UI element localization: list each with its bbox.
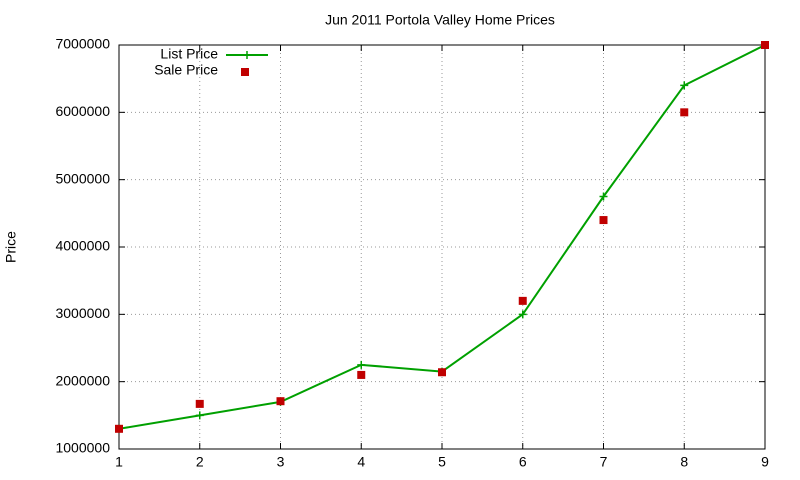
point-marker bbox=[195, 411, 204, 420]
y-tick-label: 5000000 bbox=[55, 170, 110, 186]
y-tick-label: 7000000 bbox=[55, 36, 110, 52]
y-tick-label: 2000000 bbox=[55, 372, 110, 388]
y-axis-label: Price bbox=[3, 231, 19, 263]
y-tick-label: 6000000 bbox=[55, 103, 110, 119]
point-marker bbox=[518, 296, 527, 305]
point-marker bbox=[599, 192, 608, 201]
y-tick-label: 1000000 bbox=[55, 440, 110, 456]
chart-title: Jun 2011 Portola Valley Home Prices bbox=[325, 12, 555, 28]
point-marker bbox=[357, 360, 366, 369]
x-tick-label: 7 bbox=[600, 454, 608, 470]
x-tick-label: 5 bbox=[438, 454, 446, 470]
point-marker bbox=[195, 399, 204, 408]
point-marker bbox=[680, 81, 689, 90]
legend-label: Sale Price bbox=[154, 62, 218, 78]
point-marker bbox=[438, 368, 446, 377]
point-marker bbox=[357, 370, 366, 379]
x-tick-label: 2 bbox=[196, 454, 204, 470]
point-marker bbox=[518, 310, 527, 319]
point-marker bbox=[680, 108, 689, 117]
x-tick-label: 1 bbox=[115, 454, 123, 470]
x-tick-label: 8 bbox=[680, 454, 688, 470]
x-tick-label: 3 bbox=[277, 454, 285, 470]
point-marker bbox=[761, 41, 769, 49]
x-tick-label: 6 bbox=[519, 454, 527, 470]
y-tick-label: 3000000 bbox=[55, 305, 110, 321]
x-tick-label: 9 bbox=[761, 454, 769, 470]
legend-label: List Price bbox=[160, 46, 218, 62]
plot-frame bbox=[118, 44, 766, 450]
point-marker bbox=[599, 216, 608, 225]
legend-marker bbox=[243, 51, 251, 59]
legend-marker bbox=[241, 68, 249, 76]
x-tick-label: 4 bbox=[357, 454, 365, 470]
y-tick-label: 4000000 bbox=[55, 238, 110, 254]
point-marker bbox=[276, 397, 285, 406]
point-marker bbox=[115, 424, 123, 433]
